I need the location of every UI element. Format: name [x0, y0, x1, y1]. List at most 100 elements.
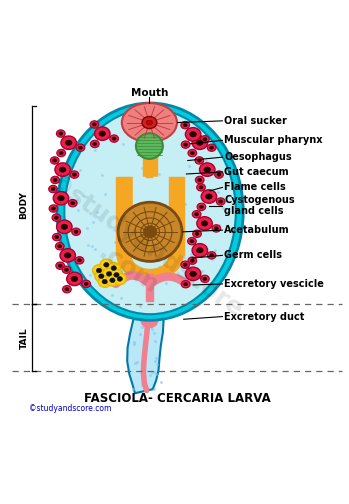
Ellipse shape: [55, 242, 64, 250]
Ellipse shape: [55, 235, 59, 239]
Ellipse shape: [95, 127, 110, 140]
Ellipse shape: [190, 259, 194, 262]
Ellipse shape: [114, 273, 119, 277]
Ellipse shape: [219, 200, 223, 203]
Text: Muscular pharynx: Muscular pharynx: [224, 136, 322, 145]
Text: Excretory vescicle: Excretory vescicle: [224, 279, 324, 289]
Text: TAIL: TAIL: [20, 327, 29, 349]
Ellipse shape: [181, 281, 190, 288]
Ellipse shape: [99, 274, 104, 279]
Ellipse shape: [195, 176, 204, 183]
Ellipse shape: [193, 230, 201, 237]
Ellipse shape: [53, 178, 57, 181]
Ellipse shape: [52, 233, 61, 241]
Ellipse shape: [110, 269, 123, 281]
Text: Oesophagus: Oesophagus: [224, 152, 292, 162]
Ellipse shape: [146, 120, 153, 125]
Ellipse shape: [183, 263, 187, 267]
Ellipse shape: [190, 271, 196, 277]
Ellipse shape: [192, 243, 208, 257]
Ellipse shape: [62, 266, 71, 274]
Ellipse shape: [74, 230, 78, 233]
Ellipse shape: [75, 257, 84, 264]
Ellipse shape: [196, 140, 203, 146]
Ellipse shape: [136, 133, 163, 159]
Ellipse shape: [196, 247, 203, 253]
Ellipse shape: [71, 202, 75, 205]
Ellipse shape: [196, 183, 205, 191]
Ellipse shape: [72, 228, 81, 235]
Ellipse shape: [52, 214, 61, 221]
Ellipse shape: [50, 157, 59, 164]
Ellipse shape: [82, 280, 90, 288]
Ellipse shape: [199, 185, 203, 189]
Ellipse shape: [197, 217, 212, 230]
Ellipse shape: [181, 141, 190, 148]
Polygon shape: [133, 256, 168, 268]
Ellipse shape: [95, 271, 108, 282]
Ellipse shape: [70, 171, 79, 178]
Ellipse shape: [185, 267, 201, 281]
Ellipse shape: [62, 286, 71, 293]
Ellipse shape: [64, 109, 236, 314]
Ellipse shape: [65, 288, 69, 291]
Ellipse shape: [188, 149, 197, 157]
Ellipse shape: [58, 196, 64, 201]
Text: Germ cells: Germ cells: [224, 250, 282, 261]
Ellipse shape: [102, 279, 107, 284]
Ellipse shape: [61, 224, 68, 229]
Ellipse shape: [214, 227, 218, 230]
Ellipse shape: [53, 159, 57, 162]
Ellipse shape: [197, 159, 201, 162]
Ellipse shape: [65, 268, 68, 272]
Ellipse shape: [200, 163, 215, 176]
Ellipse shape: [217, 173, 221, 176]
Ellipse shape: [59, 132, 63, 135]
Ellipse shape: [65, 140, 72, 146]
Ellipse shape: [210, 146, 214, 149]
Ellipse shape: [185, 128, 201, 141]
Ellipse shape: [60, 248, 75, 262]
Ellipse shape: [57, 149, 66, 157]
Ellipse shape: [79, 146, 82, 149]
Ellipse shape: [76, 144, 85, 151]
Ellipse shape: [98, 276, 111, 287]
Polygon shape: [127, 300, 164, 393]
Ellipse shape: [183, 123, 187, 127]
Ellipse shape: [56, 262, 65, 270]
Ellipse shape: [110, 135, 118, 142]
Ellipse shape: [122, 103, 177, 142]
Ellipse shape: [67, 272, 82, 286]
Ellipse shape: [92, 123, 96, 126]
Text: Excretory duct: Excretory duct: [224, 311, 304, 322]
Ellipse shape: [68, 200, 77, 207]
Ellipse shape: [188, 257, 197, 265]
Ellipse shape: [99, 131, 106, 136]
Ellipse shape: [90, 140, 99, 148]
Ellipse shape: [203, 138, 207, 141]
Ellipse shape: [51, 207, 55, 210]
Ellipse shape: [57, 130, 65, 137]
Ellipse shape: [190, 239, 194, 243]
Ellipse shape: [187, 130, 196, 137]
Ellipse shape: [84, 282, 88, 286]
Ellipse shape: [216, 198, 225, 205]
Ellipse shape: [77, 259, 81, 262]
Text: Oral sucker: Oral sucker: [224, 116, 287, 126]
Ellipse shape: [190, 132, 196, 137]
Ellipse shape: [106, 275, 119, 286]
Ellipse shape: [57, 220, 72, 233]
Ellipse shape: [106, 272, 112, 276]
Ellipse shape: [90, 121, 99, 128]
Ellipse shape: [59, 167, 66, 172]
Ellipse shape: [58, 244, 62, 248]
Ellipse shape: [104, 263, 109, 267]
Ellipse shape: [142, 116, 157, 129]
Ellipse shape: [141, 313, 158, 328]
Ellipse shape: [118, 202, 182, 262]
Ellipse shape: [199, 205, 203, 209]
Ellipse shape: [184, 283, 188, 286]
Ellipse shape: [198, 178, 202, 181]
Ellipse shape: [113, 273, 126, 285]
Ellipse shape: [61, 136, 76, 150]
